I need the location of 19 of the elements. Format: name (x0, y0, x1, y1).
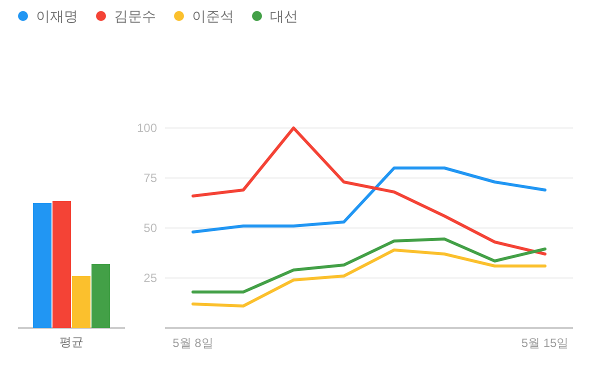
x-tick-label: 5월 15일 (521, 336, 569, 350)
x-tick-label: 5월 8일 (172, 336, 214, 350)
legend-label: 대선 (270, 8, 298, 24)
y-tick-label: 25 (144, 271, 158, 285)
x-tick-label: 평균 (60, 335, 84, 349)
y-tick-label: 100 (136, 121, 158, 135)
line-series (192, 238, 546, 294)
legend-label: 이재명 (36, 8, 78, 24)
line-series (192, 126, 546, 256)
bar (92, 264, 110, 328)
y-tick-label: 75 (144, 171, 158, 185)
legend-label: 김문수 (114, 8, 156, 24)
bar (52, 201, 71, 328)
bar (72, 276, 90, 328)
line-series (192, 166, 546, 234)
y-tick-label: 50 (144, 221, 158, 235)
bar (33, 203, 52, 328)
legend-label: 이준석 (192, 8, 234, 24)
line-series (192, 248, 546, 308)
